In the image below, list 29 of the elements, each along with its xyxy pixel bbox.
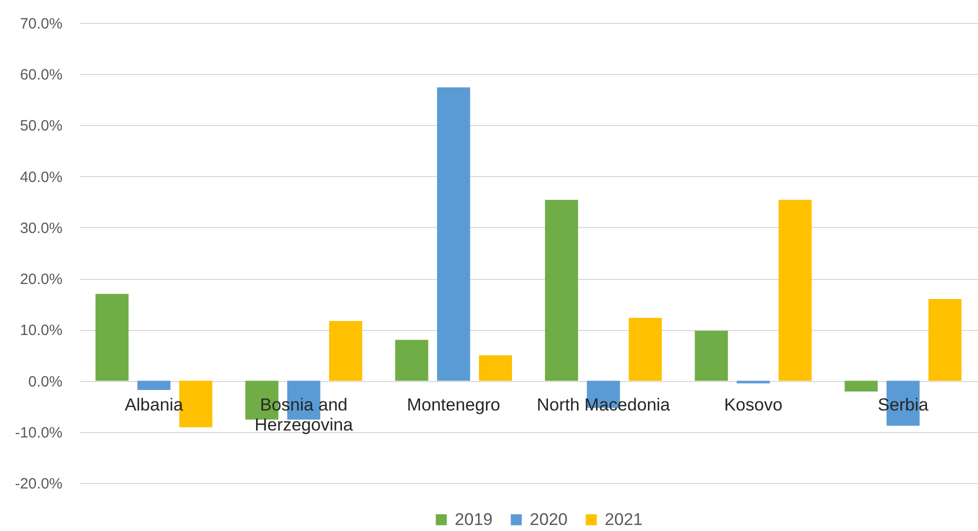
y-tick-label: 60.0% [20,66,62,84]
y-tick-label: -20.0% [14,476,62,492]
bar [778,200,812,381]
legend-label: 2021 [604,510,643,529]
bar [395,340,428,381]
bar [437,87,470,381]
y-tick-label: 10.0% [20,322,62,340]
y-tick-label: 70.0% [20,16,62,32]
bar [736,380,770,384]
bar [844,380,878,392]
y-tick-label: 40.0% [20,168,62,186]
y-tick-label: 50.0% [20,118,62,135]
bar [329,320,362,381]
x-tick-label: Montenegro [406,394,500,414]
y-tick-label: 30.0% [20,220,62,237]
bar [95,294,129,381]
bar [137,380,170,390]
bar [928,299,962,381]
y-tick-label: 0.0% [28,373,62,390]
y-tick-label: -10.0% [14,424,62,442]
legend-label: 2019 [454,510,493,529]
bar [694,330,728,381]
legend-label: 2020 [530,510,568,529]
y-tick-label: 20.0% [20,271,62,288]
x-tick-label: North Macedonia [536,394,670,414]
bar [478,355,512,381]
bar [544,200,578,381]
bar [628,318,662,381]
x-tick-label: Kosovo [724,394,782,414]
